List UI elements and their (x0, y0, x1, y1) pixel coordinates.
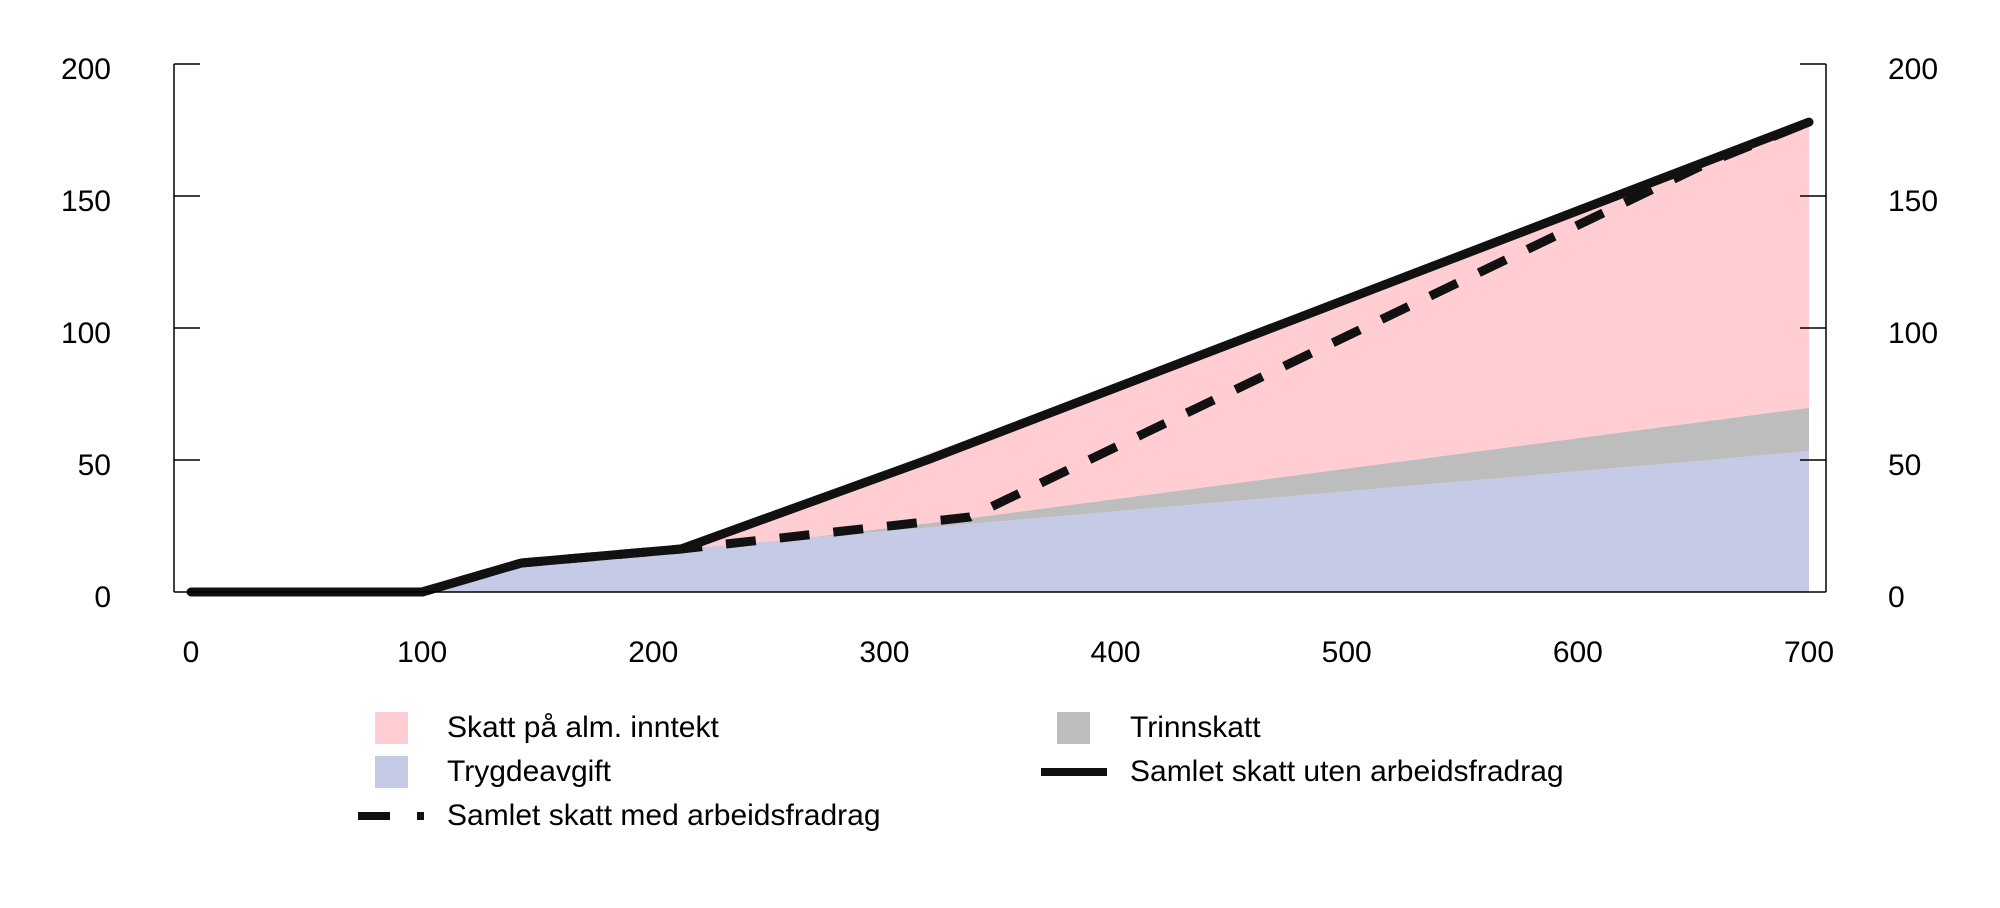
y-tick-label-left: 50 (78, 449, 111, 482)
y-tick-label-right: 100 (1888, 317, 1938, 350)
x-tick-label: 0 (183, 636, 200, 669)
x-tick-label: 200 (628, 636, 678, 669)
x-tick-label: 400 (1091, 636, 1141, 669)
y-tick-label-right: 0 (1888, 581, 1905, 614)
y-tick-label-left: 100 (61, 317, 111, 350)
x-tick-label: 500 (1322, 636, 1372, 669)
x-tick-label: 700 (1784, 636, 1834, 669)
x-tick-label: 300 (859, 636, 909, 669)
tick-labels: 0 50 100 150 200 0 50 100 150 200 0 100 200 300 400 500… (61, 53, 1938, 669)
y-tick-label-left: 200 (61, 53, 111, 86)
x-tick-label: 600 (1553, 636, 1603, 669)
y-tick-label-left: 0 (94, 581, 111, 614)
axes (173, 63, 1827, 593)
stacked-areas (191, 122, 1809, 592)
y-tick-label-right: 200 (1888, 53, 1938, 86)
x-tick-label: 100 (397, 636, 447, 669)
y-tick-label-left: 150 (61, 185, 111, 218)
y-tick-label-right: 50 (1888, 449, 1921, 482)
y-tick-label-right: 150 (1888, 185, 1938, 218)
